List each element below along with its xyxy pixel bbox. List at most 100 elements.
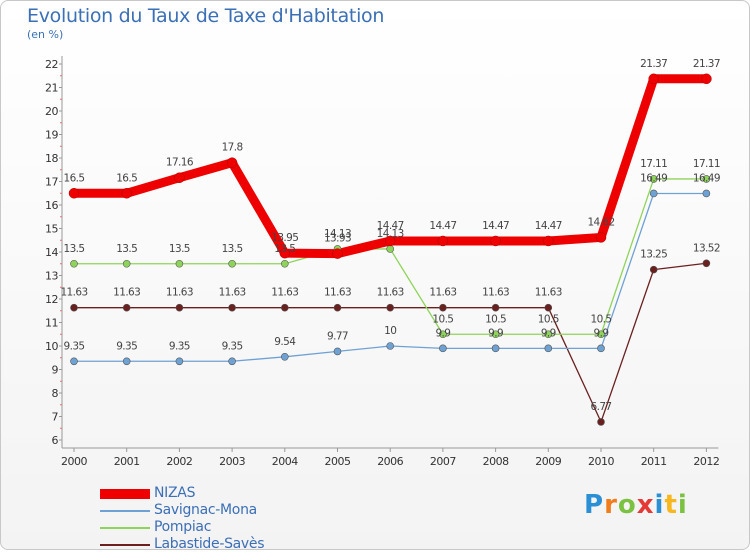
series-labels: 11.63 11.63 11.63 11.63 11.63 11.63 11.63 11.63…	[60, 58, 720, 413]
x-tick-label: 2010	[588, 455, 614, 468]
data-point	[386, 342, 395, 350]
data-label: 17.8	[222, 142, 243, 154]
data-point	[437, 235, 449, 247]
data-label: 9.9	[541, 327, 556, 339]
y-tick-label: 16	[45, 199, 58, 212]
data-point	[544, 344, 553, 353]
data-point	[490, 235, 501, 247]
legend-swatch-savignac-mona	[100, 510, 150, 512]
data-label: 21.37	[640, 58, 667, 70]
data-point	[280, 259, 289, 268]
data-point	[439, 344, 447, 353]
legend-label-nizas: NIZAS	[154, 485, 196, 501]
data-label: 10.5	[591, 313, 612, 325]
proxiti-logo: Proxiti	[584, 490, 688, 520]
data-point	[280, 353, 289, 361]
logo-letter: t	[664, 490, 678, 520]
data-point	[122, 303, 131, 312]
data-point	[333, 303, 342, 312]
data-label: 11.63	[113, 287, 140, 299]
data-label: 11.63	[429, 287, 456, 299]
x-tick-label: 2007	[430, 455, 456, 468]
data-label: 16.5	[116, 172, 137, 184]
data-label: 6.77	[591, 401, 612, 413]
data-label: 14.13	[377, 228, 404, 240]
y-tick-label: 22	[45, 58, 58, 71]
x-tick-label: 2000	[61, 455, 87, 468]
data-label: 14.62	[587, 216, 614, 228]
data-point	[70, 357, 78, 366]
data-point	[702, 189, 711, 198]
data-label: 9.9	[435, 327, 450, 339]
chart-axes: 6 7 8 9 10 11 12 13 14 15 16 17 18 19 20 21 22 2000 2001 20…	[45, 56, 720, 468]
x-tick-label: 2011	[641, 455, 667, 468]
data-point	[122, 259, 131, 268]
data-label: 9.35	[116, 340, 137, 352]
legend-swatch-pompiac	[100, 527, 150, 529]
y-tick-label: 17	[45, 176, 58, 189]
y-tick-label: 13	[45, 270, 58, 283]
legend-item-savignac-mona[interactable]: Savignac-Mona	[100, 502, 400, 519]
logo-letter: r	[604, 490, 618, 520]
data-label: 13.5	[64, 243, 85, 255]
chart-subtitle: (en %)	[27, 28, 64, 41]
data-point	[70, 303, 78, 312]
data-label: 17.16	[166, 157, 194, 169]
data-point	[68, 188, 80, 199]
data-point	[332, 248, 343, 259]
data-point	[649, 175, 658, 183]
data-point	[70, 259, 78, 268]
legend-item-pompiac[interactable]: Pompiac	[100, 519, 400, 536]
data-point	[122, 357, 131, 366]
data-label: 11.63	[271, 287, 298, 299]
legend-item-nizas[interactable]: NIZAS	[100, 485, 400, 502]
chart-title: Evolution du Taux de Taxe d'Habitation	[27, 5, 385, 27]
data-label: 16.49	[640, 172, 667, 184]
data-point	[543, 235, 554, 247]
data-point	[121, 188, 132, 199]
data-label: 14.13	[324, 228, 351, 240]
data-point	[175, 259, 184, 268]
data-label: 21.37	[693, 58, 720, 70]
x-tick-label: 2003	[219, 455, 245, 468]
data-point	[648, 73, 659, 85]
y-tick-label: 6	[52, 434, 59, 447]
data-label: 13.95	[271, 232, 298, 244]
y-tick-label: 11	[45, 317, 58, 330]
data-point	[702, 175, 711, 183]
data-label: 9.35	[64, 340, 85, 352]
data-label: 11.63	[324, 287, 351, 299]
data-point	[439, 330, 447, 339]
data-point	[175, 303, 184, 312]
chart-legend: NIZAS Savignac-Mona Pompiac Labastide-Sa…	[100, 485, 400, 553]
logo-letter: x	[636, 490, 655, 520]
data-point	[226, 157, 238, 168]
y-tick-label: 12	[45, 293, 58, 306]
data-point	[597, 344, 605, 353]
data-label: 11.63	[166, 287, 193, 299]
data-point	[333, 347, 342, 356]
legend-label-pompiac: Pompiac	[154, 519, 212, 535]
legend-item-labastide-saves[interactable]: Labastide-Savès	[100, 536, 400, 553]
data-point	[595, 232, 607, 243]
x-tick-label: 2008	[483, 455, 509, 468]
data-label: 9.35	[222, 340, 243, 352]
data-point	[228, 259, 236, 268]
data-point	[280, 303, 289, 312]
data-label: 16.49	[693, 172, 720, 184]
logo-letter: i	[654, 490, 665, 520]
data-label: 9.35	[169, 340, 190, 352]
data-point	[491, 303, 500, 312]
logo-letter: i	[677, 490, 688, 520]
data-label: 13.5	[169, 243, 190, 255]
data-label: 9.9	[488, 327, 503, 339]
legend-swatch-labastide-saves	[100, 544, 150, 546]
data-label: 16.5	[64, 172, 85, 184]
y-tick-label: 10	[45, 340, 58, 353]
data-label: 11.63	[377, 287, 404, 299]
data-label: 17.11	[640, 158, 667, 170]
data-point	[597, 330, 605, 339]
legend-label-labastide-saves: Labastide-Savès	[154, 536, 265, 552]
legend-swatch-nizas	[100, 489, 150, 499]
